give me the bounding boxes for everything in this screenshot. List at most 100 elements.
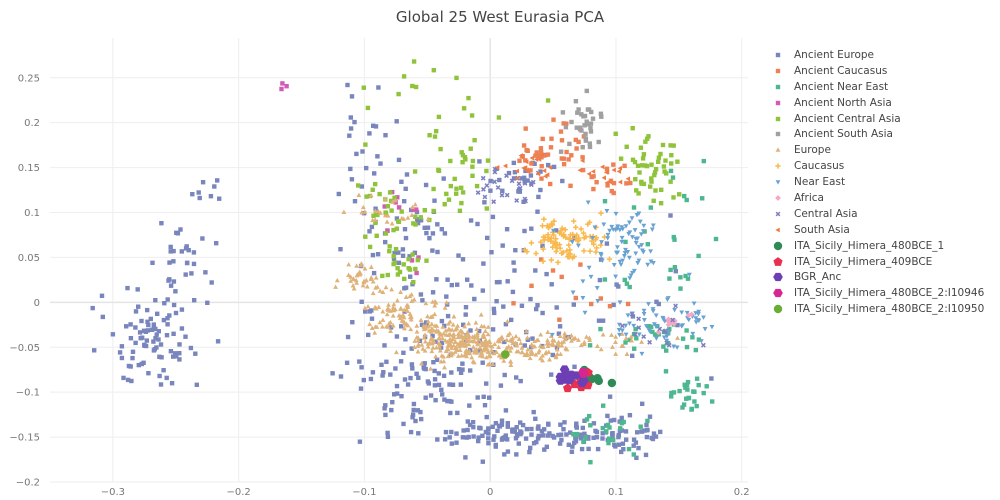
data-point[interactable] [348,126,354,131]
data-point[interactable] [427,236,432,241]
data-point[interactable] [550,352,555,358]
data-point[interactable] [535,171,541,177]
data-point[interactable] [420,346,426,351]
data-point[interactable] [475,335,481,340]
data-point[interactable] [607,394,613,399]
data-point[interactable] [654,324,659,329]
data-point[interactable] [167,260,172,265]
data-point[interactable] [587,248,593,254]
data-point[interactable] [415,408,421,413]
data-point[interactable] [627,284,632,290]
data-point[interactable] [464,435,470,440]
data-point[interactable] [450,322,456,327]
data-point[interactable] [669,161,674,166]
data-point[interactable] [565,334,571,340]
data-point[interactable] [330,371,335,376]
data-point[interactable] [499,334,505,339]
data-point[interactable] [442,323,447,329]
data-point[interactable] [683,273,688,279]
data-point[interactable] [557,333,563,339]
data-point[interactable] [185,260,190,266]
data-point[interactable] [490,327,496,332]
data-point[interactable] [581,248,587,254]
data-point[interactable] [474,183,480,189]
data-point[interactable] [529,349,535,354]
data-point[interactable] [121,375,126,381]
data-point[interactable] [361,85,366,90]
data-point[interactable] [569,240,575,245]
data-point[interactable] [402,377,408,382]
data-point[interactable] [389,221,395,226]
data-point[interactable] [545,98,551,103]
data-point[interactable] [634,188,639,193]
data-point[interactable] [646,302,651,307]
data-point[interactable] [664,171,669,176]
data-point[interactable] [566,157,571,162]
data-point[interactable] [548,221,554,227]
data-point[interactable] [563,234,569,241]
data-point[interactable] [661,335,667,340]
data-point[interactable] [205,300,210,305]
data-point[interactable] [169,381,175,386]
data-point[interactable] [617,332,622,338]
data-point[interactable] [543,350,549,356]
data-point[interactable] [466,320,472,326]
data-point[interactable] [671,344,677,349]
data-point[interactable] [644,163,650,169]
data-point[interactable] [600,425,605,431]
data-point[interactable] [522,247,528,253]
data-point[interactable] [619,239,625,245]
data-point[interactable] [414,371,419,376]
data-point[interactable] [580,167,586,173]
data-point[interactable] [439,353,445,358]
data-point[interactable] [452,327,458,332]
data-point[interactable] [627,337,632,343]
data-point[interactable] [547,165,553,170]
data-point[interactable] [354,263,360,268]
data-point[interactable] [501,358,507,363]
data-point[interactable] [645,242,650,247]
data-point[interactable] [534,439,539,445]
data-point[interactable] [452,349,458,354]
data-point[interactable] [432,134,438,139]
data-point[interactable] [639,339,645,344]
data-point[interactable] [407,254,412,259]
data-point[interactable] [538,332,544,337]
data-point[interactable] [645,136,650,141]
data-point[interactable] [455,331,461,336]
data-point[interactable] [544,223,550,229]
data-point[interactable] [423,395,428,400]
data-point[interactable] [477,425,482,430]
data-point[interactable] [179,249,184,254]
data-point[interactable] [156,329,161,334]
data-point[interactable] [461,106,467,111]
data-point[interactable] [382,343,387,348]
data-point[interactable] [528,296,533,302]
data-point[interactable] [663,158,668,163]
data-point[interactable] [600,332,606,337]
data-point[interactable] [563,383,573,393]
data-point[interactable] [607,228,613,234]
data-point[interactable] [144,338,149,343]
data-point[interactable] [502,452,507,457]
data-point[interactable] [173,289,178,294]
data-point[interactable] [441,331,447,336]
data-point[interactable] [440,392,445,397]
data-point[interactable] [370,217,376,223]
data-point[interactable] [424,258,429,263]
data-point[interactable] [373,212,379,218]
data-point[interactable] [702,327,708,332]
data-point[interactable] [631,205,637,210]
data-point[interactable] [693,347,698,353]
data-point[interactable] [635,430,640,435]
data-point[interactable] [389,286,395,292]
data-point[interactable] [430,345,436,350]
data-point[interactable] [460,367,465,372]
data-point[interactable] [632,228,638,233]
data-point[interactable] [498,383,504,388]
data-point[interactable] [641,181,647,187]
data-point[interactable] [646,324,652,329]
data-point[interactable] [125,285,130,291]
data-point[interactable] [613,339,618,345]
data-point[interactable] [604,241,610,246]
